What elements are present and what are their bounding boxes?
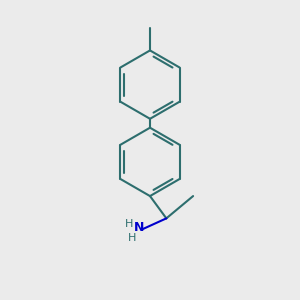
Text: N: N: [134, 221, 144, 234]
Text: H: H: [125, 219, 134, 229]
Text: H: H: [128, 233, 136, 243]
